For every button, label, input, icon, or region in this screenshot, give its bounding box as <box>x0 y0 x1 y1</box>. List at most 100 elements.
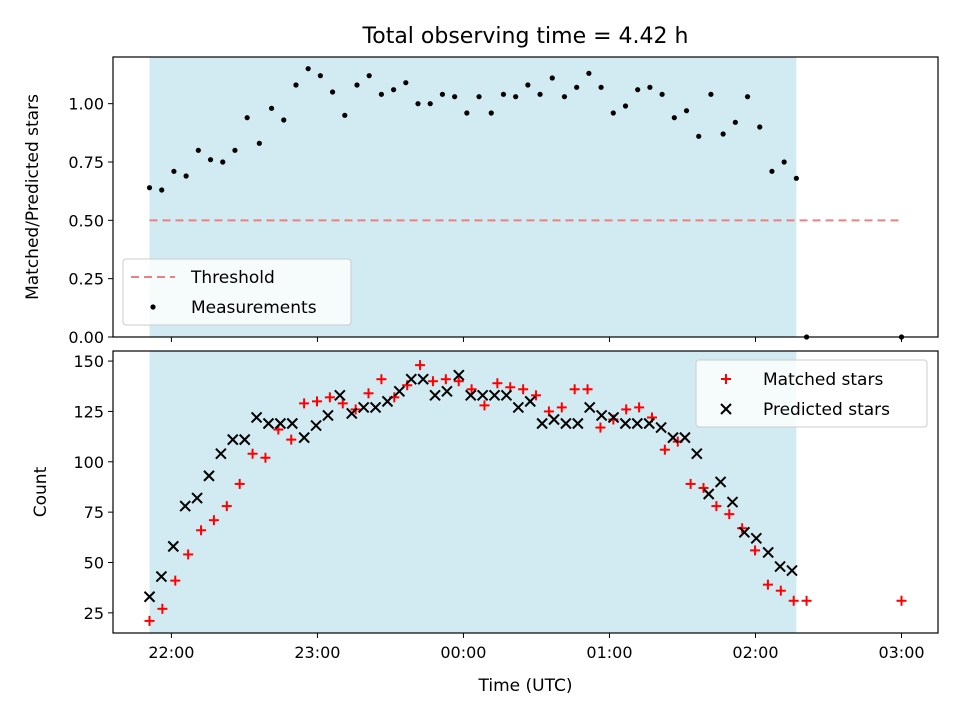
predicted-star-point <box>524 395 536 408</box>
measurement-point <box>610 110 616 116</box>
predicted-star-point <box>167 540 180 553</box>
predicted-star-point <box>143 591 156 603</box>
matched-star-point <box>659 444 670 455</box>
predicted-star-point <box>488 389 501 402</box>
predicted-star-point <box>238 433 251 446</box>
predicted-star-point <box>512 401 525 414</box>
matched-star-point <box>221 501 232 512</box>
count-legend-box <box>695 359 928 428</box>
measurement-point <box>244 115 250 121</box>
measurement-point <box>183 173 189 179</box>
matched-star-point <box>234 478 245 489</box>
measurement-points <box>146 66 905 340</box>
measurement-point <box>464 110 470 116</box>
matched-star-point <box>183 549 194 560</box>
time-x-ticks: 22:00 23:00 00:00 01:00 02:00 03:00 <box>148 633 925 662</box>
matched-star-point <box>466 384 477 395</box>
matched-star-point <box>698 482 709 493</box>
predicted-star-point <box>322 409 334 422</box>
predicted-star-point <box>702 488 715 500</box>
predicted-star-point <box>691 448 703 460</box>
measurement-point <box>171 168 177 174</box>
predicted-star-point <box>310 419 322 432</box>
measurement-point <box>427 101 433 107</box>
y-tick-label: 125 <box>73 402 104 421</box>
matched-star-point <box>775 585 786 596</box>
matched-star-point <box>569 384 580 395</box>
measurement-point <box>232 147 238 153</box>
measurement-point <box>586 70 592 76</box>
matched-star-point <box>518 384 529 395</box>
predicted-star-point <box>393 385 406 397</box>
predicted-star-point <box>572 417 584 430</box>
measurement-point <box>281 117 287 123</box>
matched-stars-points <box>144 360 907 626</box>
matched-star-point <box>582 384 593 395</box>
measurement-point <box>696 133 702 139</box>
ratio-panel-frame <box>112 56 939 338</box>
measurement-point <box>574 84 580 90</box>
measurement-point <box>317 73 323 79</box>
measurement-point <box>757 124 763 130</box>
measurement-point <box>769 168 775 174</box>
measurement-point <box>671 115 677 121</box>
x-tick-label: 00:00 <box>440 643 486 662</box>
measurement-point <box>488 110 494 116</box>
predicted-star-point <box>203 470 215 482</box>
measurement-point <box>207 157 214 163</box>
measurement-point <box>708 91 714 97</box>
matched-star-point <box>750 545 761 556</box>
measurement-point <box>500 91 507 97</box>
predicted-star-point <box>429 389 441 402</box>
matched-star-point <box>556 402 567 413</box>
matched-star-point <box>762 579 773 590</box>
measurement-point <box>744 94 751 100</box>
legend-matched-swatch <box>721 374 731 384</box>
measurement-point <box>391 87 397 93</box>
matched-star-point <box>196 525 207 536</box>
predicted-star-point <box>762 546 774 559</box>
matched-star-point <box>634 402 645 413</box>
measurement-point <box>220 159 226 165</box>
x-tick-label: 03:00 <box>878 643 924 662</box>
predicted-star-point <box>726 496 739 508</box>
measurement-point <box>159 187 165 193</box>
time-x-axis-label: Time (UTC) <box>478 676 573 696</box>
predicted-star-point <box>417 373 429 385</box>
x-tick-label: 01:00 <box>586 643 632 662</box>
predicted-star-point <box>560 417 572 430</box>
matched-star-point <box>157 603 168 614</box>
y-tick-label: 100 <box>73 453 104 472</box>
y-tick-label: 0.00 <box>68 328 104 347</box>
matched-star-point <box>440 374 451 385</box>
x-tick-label: 02:00 <box>732 643 778 662</box>
predicted-star-point <box>619 417 632 430</box>
matched-star-point <box>286 434 297 445</box>
predicted-star-point <box>607 411 620 424</box>
predicted-star-point <box>357 401 370 414</box>
measurement-point <box>439 91 446 97</box>
matched-star-point <box>453 376 464 387</box>
count-panel-frame <box>112 350 939 634</box>
matched-star-point <box>479 400 490 411</box>
matched-star-point <box>337 398 348 409</box>
measurement-point <box>635 87 641 93</box>
ratio-x-ticks <box>170 337 902 342</box>
measurement-point <box>561 94 568 100</box>
measurement-point <box>329 89 336 95</box>
matched-star-point <box>260 452 271 463</box>
measurement-point <box>549 75 555 81</box>
predicted-star-point <box>500 389 513 402</box>
measurement-point <box>342 112 348 118</box>
legend-x-marker <box>720 403 732 415</box>
legend-threshold-label: Threshold <box>190 268 275 288</box>
predicted-star-point <box>584 401 596 414</box>
predicted-star-point <box>346 407 358 420</box>
count-y-axis-label: Count <box>31 466 51 517</box>
measurement-point <box>683 108 690 114</box>
predicted-star-point <box>643 417 655 430</box>
measurement-point <box>647 84 653 90</box>
ratio-legend-box <box>122 258 352 326</box>
matched-star-point <box>621 404 632 415</box>
